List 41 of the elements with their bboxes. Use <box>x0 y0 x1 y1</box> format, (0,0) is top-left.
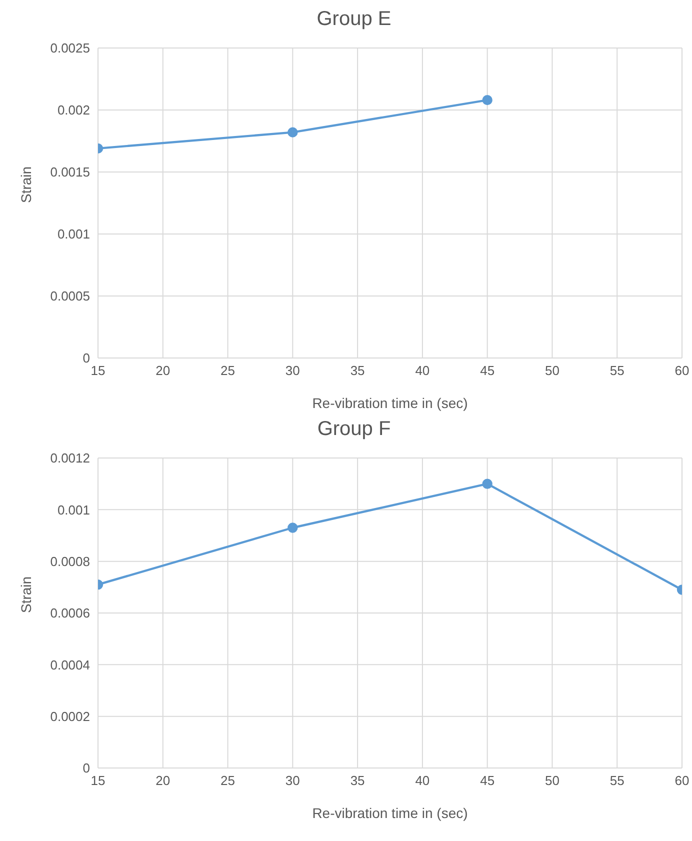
y-axis-title: Strain <box>18 576 34 613</box>
x-tick-label: 45 <box>480 363 495 378</box>
x-tick-label: 30 <box>285 773 300 788</box>
x-tick-label: 50 <box>544 363 560 378</box>
y-tick-label: 0 <box>82 760 90 776</box>
chart-title: Group E <box>316 8 392 32</box>
x-tick-label: 15 <box>90 773 106 788</box>
x-tick-label: 25 <box>220 773 236 788</box>
y-tick-label: 0.0015 <box>50 164 90 180</box>
x-tick-label: 35 <box>350 363 365 378</box>
y-tick-label: 0 <box>82 350 90 366</box>
y-tick-label: 0.0004 <box>50 657 90 672</box>
y-axis-title: Strain <box>18 166 34 203</box>
y-tick-label: 0.0012 <box>50 450 90 466</box>
x-tick-label: 30 <box>285 363 300 378</box>
x-tick-label: 20 <box>156 773 170 788</box>
x-tick-label: 60 <box>674 773 690 788</box>
x-tick-label: 45 <box>480 773 495 788</box>
y-tick-label: 0.0008 <box>50 554 90 569</box>
y-tick-label: 0.001 <box>57 226 90 242</box>
chart-title: Group F <box>316 418 392 442</box>
x-tick-label: 40 <box>415 363 430 378</box>
y-tick-label: 0.002 <box>57 102 90 118</box>
x-axis-title: Re-vibration time in (sec) <box>312 805 468 821</box>
x-tick-label: 25 <box>220 363 236 378</box>
x-tick-label: 35 <box>350 773 365 788</box>
x-tick-label: 55 <box>610 773 624 788</box>
x-tick-label: 50 <box>544 773 560 788</box>
y-tick-label: 0.0006 <box>50 606 90 621</box>
y-tick-label: 0.0002 <box>50 708 90 724</box>
x-tick-label: 55 <box>610 363 624 378</box>
y-tick-label: 0.0005 <box>50 288 90 304</box>
x-tick-label: 15 <box>90 363 106 378</box>
x-tick-label: 60 <box>674 363 690 378</box>
x-tick-label: 20 <box>156 363 170 378</box>
point <box>288 127 298 138</box>
y-tick-label: 0.001 <box>57 502 90 518</box>
x-axis-title: Re-vibration time in (sec) <box>312 395 468 411</box>
point <box>482 94 492 106</box>
x-tick-label: 40 <box>415 773 430 788</box>
y-tick-label: 0.0025 <box>50 40 90 56</box>
